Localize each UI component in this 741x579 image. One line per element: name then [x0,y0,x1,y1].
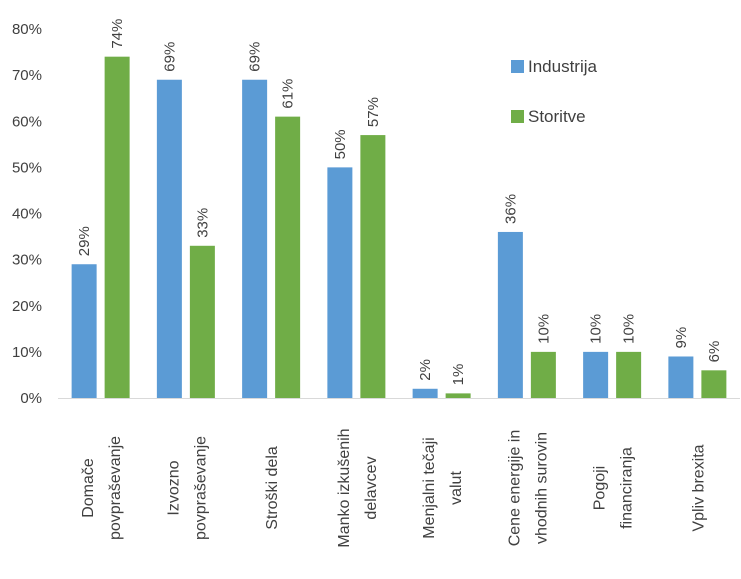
data-label: 69% [161,42,178,72]
bar-industrija [71,264,97,398]
data-label: 10% [588,314,605,344]
data-label: 50% [332,129,349,159]
bar-storitve [189,245,215,398]
legend-label-industrija: Industrija [528,57,598,76]
category-label: Vpliv brexita [690,444,707,531]
y-tick-label: 20% [12,298,42,315]
bar-industrija [668,356,694,398]
bar-storitve [530,351,556,398]
y-axis: 0% 10% 20% 30% 40% 50% 60% 70% 80% [12,21,42,407]
data-label: 2% [417,359,434,381]
legend-label-storitve: Storitve [528,107,586,126]
data-label: 10% [621,314,638,344]
data-label: 1% [450,364,467,386]
data-labels: 29% 69% 69% 50% 2% 36% 10% 9% 74% 33% 61% 57% 1% 10% 1… [76,19,723,386]
data-label: 6% [706,341,723,363]
data-label: 36% [502,194,519,224]
data-label: 29% [76,226,93,256]
bar-storitve [275,116,301,398]
data-label: 57% [365,97,382,127]
data-label: 10% [535,314,552,344]
data-label: 33% [194,208,211,238]
bar-storitve [445,393,471,398]
y-tick-label: 30% [12,252,42,269]
y-tick-label: 50% [12,159,42,176]
data-label: 74% [109,19,126,49]
data-label: 9% [673,327,690,349]
category-label: Stroški dela [264,446,281,530]
category-label: Cene energije in vhodnih surovin [506,430,550,547]
bar-storitve [104,56,130,399]
y-tick-label: 60% [12,113,42,130]
y-tick-label: 70% [12,67,42,84]
bar-industrija [156,79,182,399]
bar-industrija [327,167,353,398]
bar-storitve [360,135,386,398]
bar-storitve [701,370,727,398]
y-tick-label: 80% [12,21,42,38]
bar-storitve [616,351,642,398]
bar-industrija [242,79,268,399]
bar-industrija [412,388,438,398]
legend-swatch-industrija [511,60,524,73]
bar-industrija [583,351,609,398]
category-label: Menjalni tečaji valut [421,437,465,538]
y-tick-label: 10% [12,344,42,361]
category-label: Pogoji financiranja [592,447,636,529]
x-axis: Domače povpraševanje Izvozno povpraševanje S… [80,428,707,547]
bar-industrija [497,231,523,398]
category-label: Domače povpraševanje [80,436,124,540]
legend-swatch-storitve [511,110,524,123]
y-tick-label: 40% [12,206,42,223]
data-label: 69% [247,42,264,72]
category-label: Izvozno povpraševanje [165,436,209,540]
bars [71,56,727,399]
legend: Industrija Storitve [511,57,598,126]
data-label: 61% [280,79,297,109]
category-label: Manko izkušenih delavcev [336,428,380,547]
y-tick-label: 0% [20,390,42,407]
